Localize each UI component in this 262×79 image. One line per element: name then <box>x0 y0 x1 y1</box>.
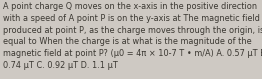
Text: A point charge Q moves on the x-axis in the positive direction
with a speed of A: A point charge Q moves on the x-axis in … <box>3 2 262 70</box>
